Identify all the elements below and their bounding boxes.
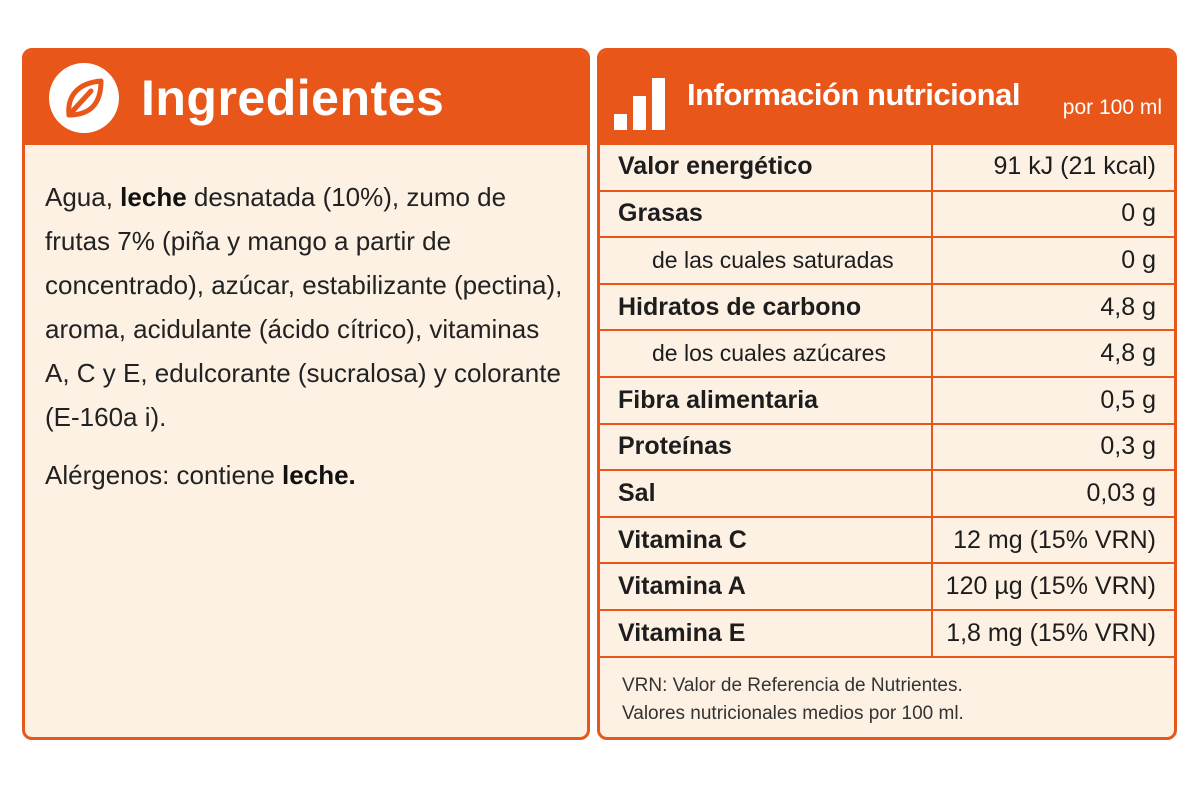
nutrient-value: 120 µg (15% VRN) [932,562,1174,611]
nutrient-value: 0 g [932,189,1174,239]
bar-chart-icon [614,76,665,130]
nutrition-row: Valor energético 91 kJ (21 kcal) [600,144,1174,192]
ingredient-run: Agua, [45,182,121,212]
footnote-line: Valores nutricionales medios por 100 ml. [622,702,964,724]
nutrient-label: Fibra alimentaria [600,375,933,425]
nutrition-row: Vitamina E 1,8 mg (15% VRN) [600,608,1174,658]
ingredients-panel: Ingredientes Agua, leche desnatada (10%)… [22,48,590,740]
nutrient-label: Grasas [600,189,933,239]
nutrition-row: Proteínas 0,3 g [600,422,1174,472]
nutrient-label: Hidratos de carbono [600,282,933,332]
ingredients-list: Agua, leche desnatada (10%), zumo de fru… [45,175,567,439]
nutrient-label: Proteínas [600,422,933,472]
nutrient-value: 91 kJ (21 kcal) [932,144,1174,192]
nutrient-value: 4,8 g [932,282,1174,332]
allergens-prefix: Alérgenos: contiene [45,460,283,490]
nutrient-value: 0,03 g [932,469,1174,518]
ingredient-run: desnatada (10%), zumo de frutas 7% (piña… [45,182,563,432]
nutrition-per: por 100 ml [1062,96,1162,119]
nutrient-value: 0,3 g [932,422,1174,472]
nutrition-row: Sal 0,03 g [600,469,1174,518]
nutrition-row: Vitamina C 12 mg (15% VRN) [600,515,1174,565]
footnote-line: VRN: Valor de Referencia de Nutrientes. [622,674,963,696]
nutrient-label: Vitamina A [600,562,933,611]
nutrition-row: Grasas 0 g [600,189,1174,239]
nutrient-label: Vitamina C [600,515,933,565]
nutrition-header: Información nutricional por 100 ml [600,51,1174,145]
nutrient-label: de las cuales saturadas [600,236,933,285]
nutrition-footnote: VRN: Valor de Referencia de Nutrientes. … [600,658,1174,728]
nutrient-value: 0,5 g [932,375,1174,425]
nutrition-title: Información nutricional [687,77,1020,112]
nutrient-label: Vitamina E [600,608,933,658]
leaf-icon [49,63,119,133]
nutrition-row: Fibra alimentaria 0,5 g [600,375,1174,425]
nutrition-row: de los cuales azúcares 4,8 g [600,329,1174,378]
nutrient-value: 12 mg (15% VRN) [932,515,1174,565]
nutrient-label: Valor energético [600,144,933,192]
nutrient-label: Sal [600,469,933,518]
ingredients-title: Ingredientes [141,70,445,126]
nutrient-label: de los cuales azúcares [600,329,933,378]
nutrition-row: de las cuales saturadas 0 g [600,236,1174,285]
nutrition-table: Valor energético 91 kJ (21 kcal) Grasas 0 g… [600,144,1174,658]
nutrition-panel: Información nutricional por 100 ml Valor… [597,48,1177,740]
nutrient-value: 1,8 mg (15% VRN) [932,608,1174,658]
nutrient-value: 0 g [932,236,1174,285]
ingredient-bold-run: leche [120,182,187,212]
nutrient-value: 4,8 g [932,329,1174,378]
ingredients-header: Ingredientes [25,51,587,145]
nutrition-row: Vitamina A 120 µg (15% VRN) [600,562,1174,611]
ingredients-text: Agua, leche desnatada (10%), zumo de fru… [25,145,587,497]
nutrition-row: Hidratos de carbono 4,8 g [600,282,1174,332]
allergens-line: Alérgenos: contiene leche. [45,453,567,497]
allergens-bold: leche. [282,460,356,490]
